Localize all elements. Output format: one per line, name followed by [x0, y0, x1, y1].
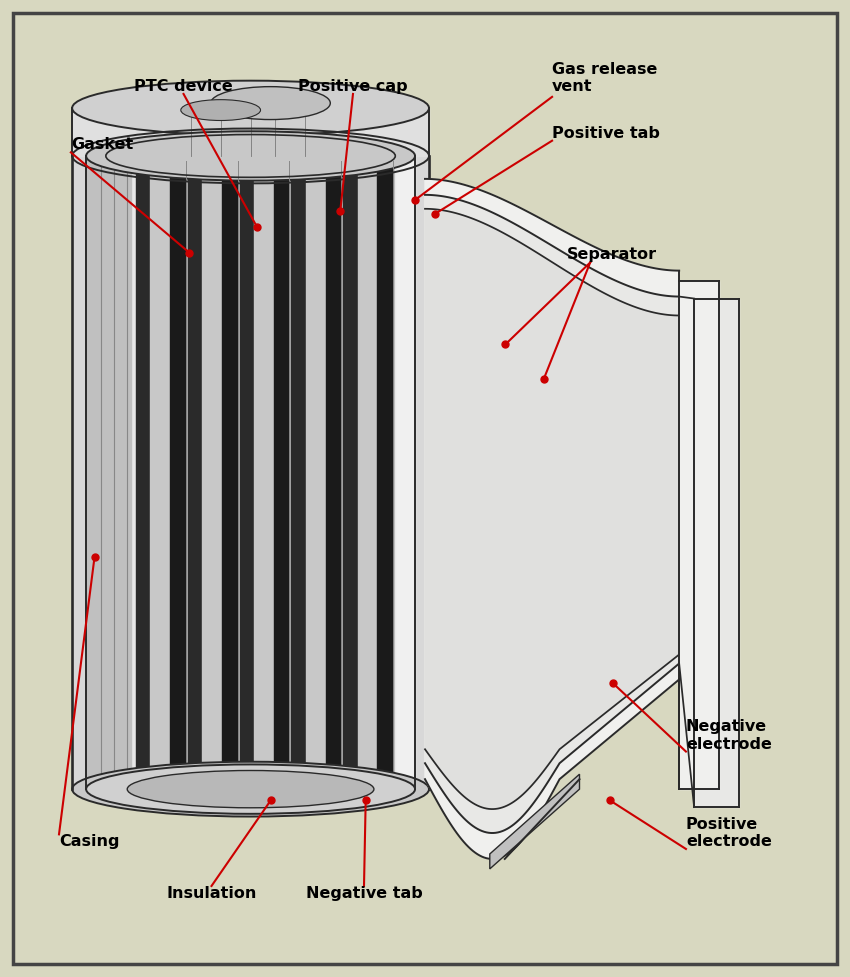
Polygon shape: [326, 161, 341, 785]
Polygon shape: [136, 161, 150, 785]
Polygon shape: [188, 161, 202, 785]
Polygon shape: [131, 161, 395, 785]
Text: Insulation: Insulation: [167, 886, 257, 901]
Polygon shape: [425, 194, 679, 833]
Text: PTC device: PTC device: [134, 79, 233, 94]
Text: Positive tab: Positive tab: [552, 126, 660, 141]
Text: Positive
electrode: Positive electrode: [686, 817, 772, 849]
Polygon shape: [694, 299, 739, 807]
Polygon shape: [274, 161, 290, 785]
Polygon shape: [358, 161, 377, 785]
Ellipse shape: [72, 762, 429, 817]
Text: Gasket: Gasket: [71, 138, 133, 152]
Polygon shape: [202, 161, 222, 785]
Ellipse shape: [128, 771, 374, 808]
Ellipse shape: [211, 87, 331, 119]
Polygon shape: [306, 161, 326, 785]
Text: Separator: Separator: [567, 247, 657, 263]
Polygon shape: [86, 156, 415, 789]
Polygon shape: [679, 280, 719, 789]
Polygon shape: [425, 209, 679, 809]
Polygon shape: [240, 161, 254, 785]
Ellipse shape: [181, 100, 261, 120]
Polygon shape: [72, 108, 429, 156]
Polygon shape: [343, 161, 358, 785]
Polygon shape: [490, 774, 580, 869]
Polygon shape: [425, 179, 679, 859]
Text: Positive cap: Positive cap: [298, 79, 408, 94]
Text: Negative
electrode: Negative electrode: [686, 719, 772, 751]
Text: Negative tab: Negative tab: [306, 886, 422, 901]
Polygon shape: [170, 161, 186, 785]
Polygon shape: [222, 161, 238, 785]
Text: Gas release
vent: Gas release vent: [552, 62, 657, 94]
Polygon shape: [72, 156, 429, 789]
Polygon shape: [254, 161, 274, 785]
Polygon shape: [150, 161, 170, 785]
Polygon shape: [292, 161, 306, 785]
Ellipse shape: [72, 81, 429, 136]
Ellipse shape: [86, 131, 415, 181]
Text: Casing: Casing: [59, 834, 120, 849]
Ellipse shape: [86, 764, 415, 814]
Polygon shape: [377, 161, 393, 785]
Polygon shape: [86, 156, 131, 789]
